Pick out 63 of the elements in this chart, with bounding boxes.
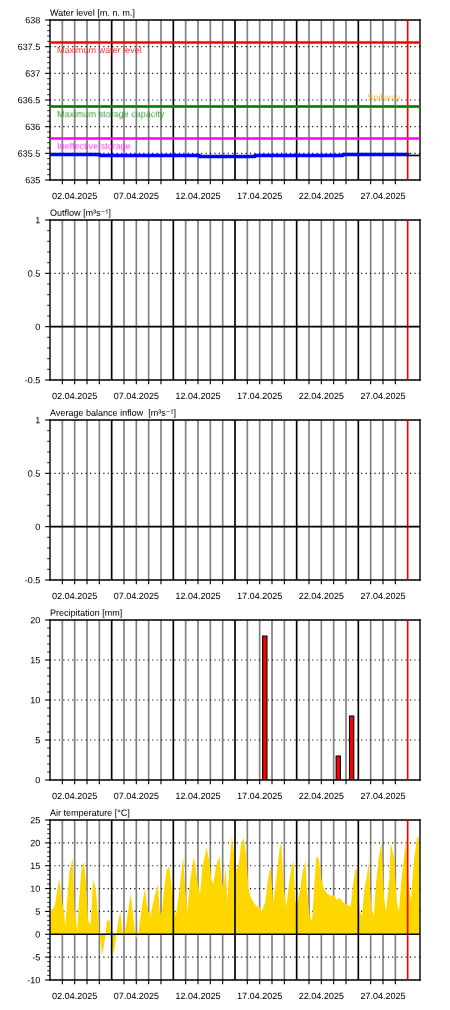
y-tick-label: 636 (25, 123, 40, 131)
x-tick-label: 07.04.2025 (114, 592, 159, 600)
x-tick-label: 22.04.2025 (299, 792, 344, 800)
x-tick-label: 17.04.2025 (237, 992, 282, 1000)
x-tick-label: 07.04.2025 (114, 192, 159, 200)
x-tick-label: 27.04.2025 (360, 792, 406, 800)
y-tick-label: 635 (25, 176, 40, 184)
y-tick-label: 0 (35, 776, 40, 784)
x-tick-label: 27.04.2025 (360, 392, 406, 400)
x-tick-label: 07.04.2025 (114, 792, 159, 800)
chart-title: Water level [m. n. m.] (50, 9, 135, 18)
y-tick-label: 637.5 (18, 43, 40, 51)
x-tick-label: 07.04.2025 (114, 392, 159, 400)
y-tick-label: 1 (35, 417, 40, 424)
y-tick-label: 10 (30, 696, 40, 704)
x-tick-label: 12.04.2025 (176, 392, 221, 400)
x-tick-label: 02.04.2025 (52, 392, 97, 400)
x-tick-label: 22.04.2025 (299, 392, 344, 400)
x-tick-label: 12.04.2025 (176, 792, 221, 800)
y-tick-label: -10 (27, 976, 40, 984)
x-tick-label: 17.04.2025 (237, 592, 282, 600)
y-tick-label: 0.5 (28, 270, 40, 277)
y-tick-label: 5 (35, 737, 40, 744)
y-tick-label: 15 (30, 657, 40, 664)
y-tick-label: 0.5 (28, 470, 40, 477)
x-tick-label: 02.04.2025 (52, 992, 97, 1000)
x-tick-label: 27.04.2025 (360, 992, 406, 1000)
x-tick-label: 02.04.2025 (52, 592, 97, 600)
chart-title: Air temperature [°C] (50, 809, 130, 818)
x-tick-label: 22.04.2025 (299, 592, 344, 600)
x-tick-label: 12.04.2025 (176, 192, 221, 200)
chart-title: Average balance inflow [m³s⁻¹] (50, 409, 176, 418)
x-tick-label: 17.04.2025 (237, 392, 282, 400)
y-tick-label: 0 (35, 523, 40, 531)
x-tick-label: 22.04.2025 (299, 192, 344, 200)
y-tick-label: -0.5 (25, 376, 40, 384)
y-tick-label: 25 (30, 816, 40, 824)
x-tick-label: 12.04.2025 (176, 992, 221, 1000)
y-tick-label: 0 (35, 323, 40, 331)
y-tick-label: 20 (30, 839, 40, 847)
y-tick-label: -5 (32, 954, 40, 961)
y-tick-label: 20 (30, 616, 40, 624)
x-tick-label: 07.04.2025 (114, 992, 159, 1000)
y-tick-label: 15 (30, 862, 40, 870)
x-tick-label: 02.04.2025 (52, 792, 97, 800)
chart-title: Outflow [m³s⁻¹] (50, 209, 111, 218)
y-tick-label: 1 (35, 217, 40, 224)
x-tick-label: 17.04.2025 (237, 192, 282, 200)
y-tick-label: 638 (25, 16, 40, 24)
x-tick-label: 27.04.2025 (360, 192, 406, 200)
y-tick-label: 636.5 (18, 96, 40, 104)
y-tick-label: 10 (30, 885, 40, 892)
x-tick-label: 02.04.2025 (52, 192, 97, 200)
x-tick-label: 17.04.2025 (237, 792, 282, 800)
y-tick-label: -0.5 (25, 576, 40, 584)
y-tick-label: 5 (35, 908, 40, 915)
y-tick-label: 0 (35, 931, 40, 938)
x-tick-label: 27.04.2025 (360, 592, 406, 600)
y-tick-label: 635.5 (18, 150, 40, 157)
x-tick-label: 22.04.2025 (299, 992, 344, 1000)
chart-title: Precipitation [mm] (50, 609, 122, 618)
y-tick-label: 637 (25, 70, 40, 77)
x-tick-label: 12.04.2025 (176, 592, 221, 600)
